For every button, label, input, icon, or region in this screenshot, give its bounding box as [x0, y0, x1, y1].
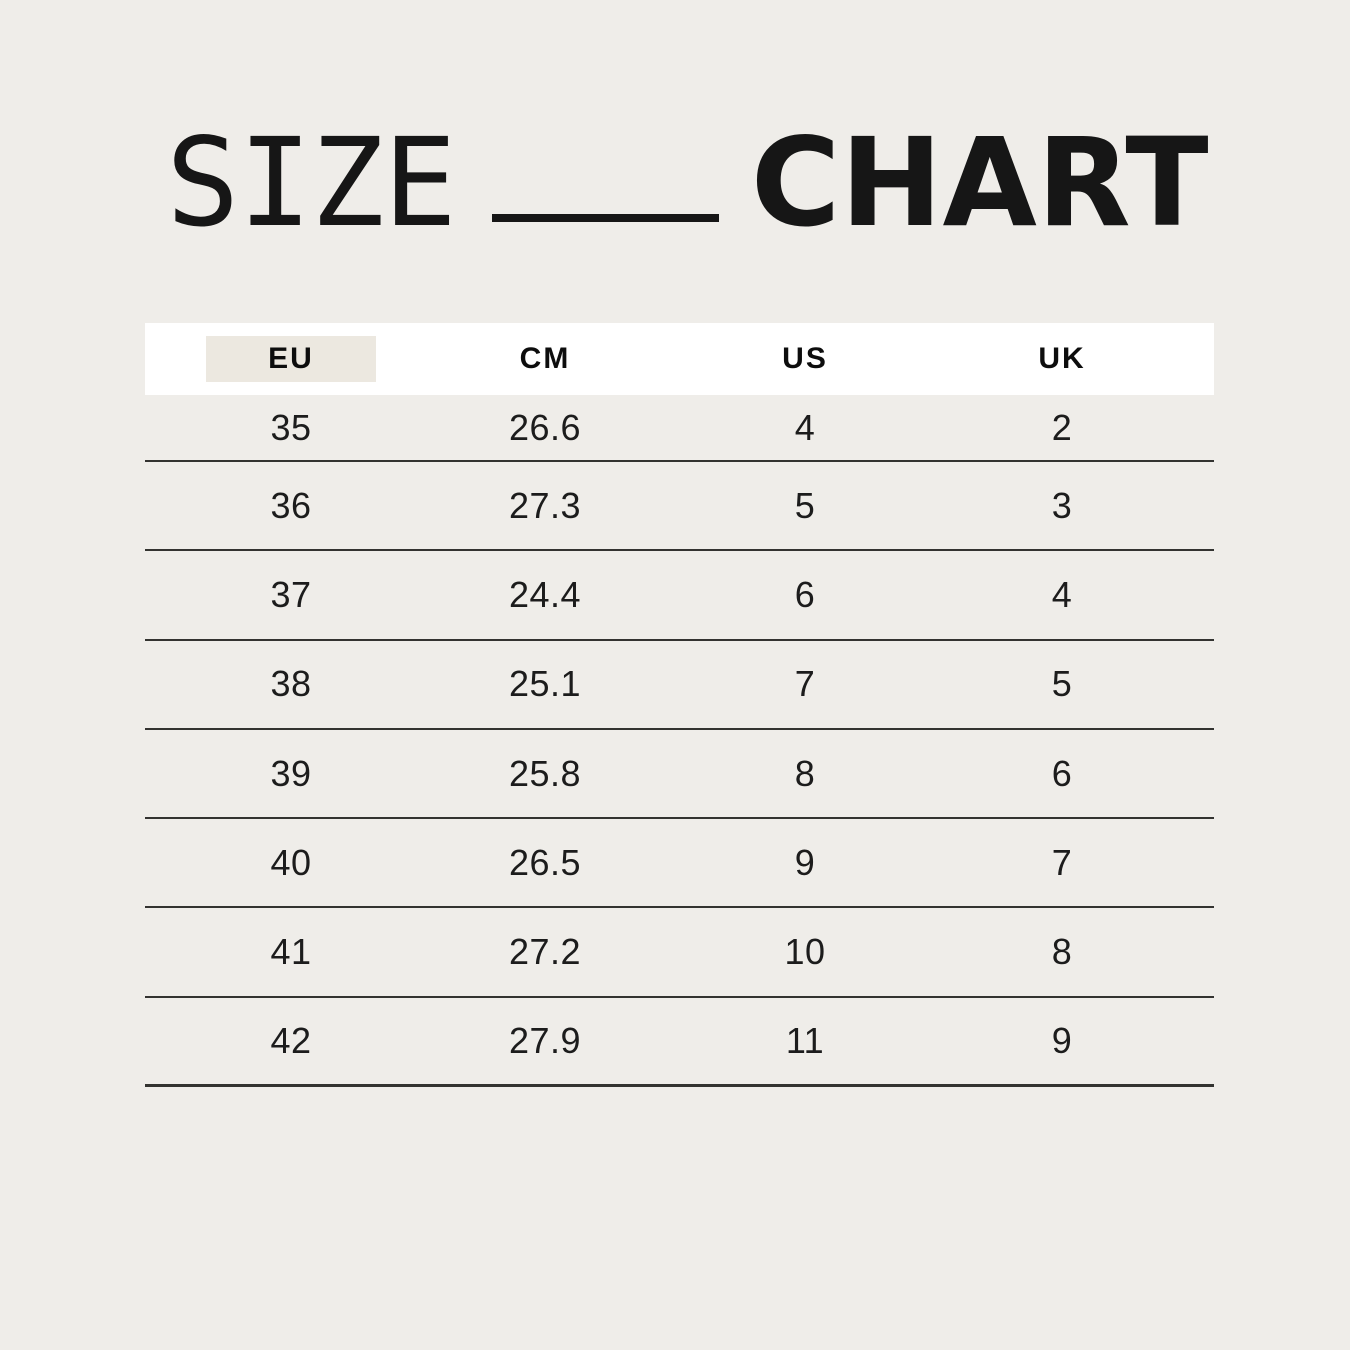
title-divider-line: [491, 214, 719, 222]
title-word-chart: CHART: [750, 112, 1209, 254]
table-cell-cm: 27.9: [508, 1019, 582, 1061]
table-cell-eu: 35: [270, 406, 312, 448]
table-cell-eu: 36: [270, 484, 312, 526]
table-row: 40 26.5 9 7: [145, 819, 1214, 909]
table-cell-cm: 27.2: [508, 931, 582, 973]
table-row: 36 27.3 5 3: [145, 462, 1214, 552]
table-cell-us: 11: [785, 1019, 825, 1061]
table-cell-cm: 26.5: [508, 841, 582, 883]
table-cell-uk: 5: [1051, 663, 1073, 705]
column-header-cm: CM: [520, 342, 571, 376]
table-cell-cm: 25.8: [508, 752, 582, 794]
column-header-us: US: [782, 342, 828, 376]
table-cell-eu: 37: [270, 573, 312, 615]
column-header-label-eu: EU: [268, 342, 314, 375]
table-cell-us: 5: [794, 484, 816, 526]
table-row: 35 26.6 4 2: [145, 395, 1214, 462]
column-header-label-cm: CM: [519, 342, 571, 375]
table-cell-eu: 39: [270, 752, 312, 794]
table-cell-us: 9: [794, 841, 816, 883]
table-cell-cm: 24.4: [508, 573, 582, 615]
table-cell-uk: 8: [1051, 931, 1073, 973]
table-row: 38 25.1 7 5: [145, 641, 1214, 730]
size-conversion-table: EU CM US UK 35 26.6 4 2 36 27.3 5 3 37 2…: [145, 323, 1214, 1088]
table-body: 35 26.6 4 2 36 27.3 5 3 37 24.4 6 4 38 2…: [145, 395, 1214, 1088]
table-cell-uk: 4: [1051, 573, 1073, 615]
column-header-label-us: US: [782, 342, 828, 375]
table-cell-eu: 40: [270, 841, 312, 883]
table-cell-us: 4: [794, 406, 816, 448]
table-cell-eu: 42: [270, 1019, 312, 1061]
table-cell-us: 6: [794, 573, 816, 615]
table-header-row: EU CM US UK: [145, 323, 1214, 395]
page-title: SIZE CHART: [166, 122, 1209, 244]
table-cell-cm: 25.1: [508, 663, 582, 705]
table-cell-us: 7: [794, 663, 816, 705]
table-cell-us: 8: [794, 752, 816, 794]
table-cell-cm: 26.6: [508, 406, 582, 448]
column-header-label-uk: UK: [1038, 342, 1086, 375]
table-cell-cm: 27.3: [508, 484, 582, 526]
table-cell-eu: 38: [270, 663, 312, 705]
table-cell-uk: 9: [1051, 1019, 1073, 1061]
table-cell-us: 10: [784, 931, 826, 973]
table-cell-uk: 3: [1051, 484, 1073, 526]
table-row: 41 27.2 10 8: [145, 908, 1214, 998]
column-header-eu: EU: [206, 336, 376, 382]
column-header-uk: UK: [1038, 342, 1085, 376]
table-row: 42 27.9 11 9: [145, 998, 1214, 1088]
table-row: 37 24.4 6 4: [145, 551, 1214, 641]
table-cell-uk: 2: [1051, 406, 1073, 448]
table-cell-uk: 6: [1051, 752, 1073, 794]
title-word-size: SIZE: [166, 112, 457, 254]
table-row: 39 25.8 8 6: [145, 730, 1214, 820]
table-cell-uk: 7: [1051, 841, 1073, 883]
table-cell-eu: 41: [270, 931, 312, 973]
eu-highlight-chip: EU: [206, 336, 376, 382]
